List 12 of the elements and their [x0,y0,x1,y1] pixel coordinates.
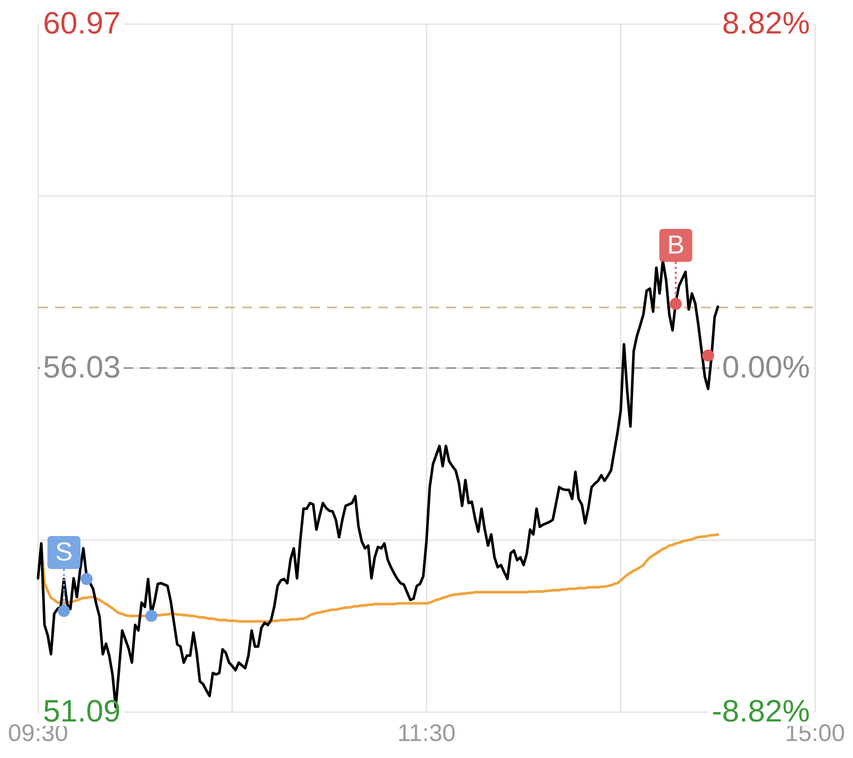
point [58,605,70,618]
y-tick-label: 56.03 [43,350,121,385]
point [80,572,93,585]
annotation: S [55,536,73,567]
y2-tick-label: 0.00% [722,350,810,385]
y2-tick-label: 8.82% [722,6,810,41]
x-tick-label: 11:30 [397,720,456,748]
point [145,610,158,622]
y-tick-label: 60.97 [43,6,121,41]
point [702,349,714,362]
point [670,298,682,310]
annotation: B [667,230,684,260]
